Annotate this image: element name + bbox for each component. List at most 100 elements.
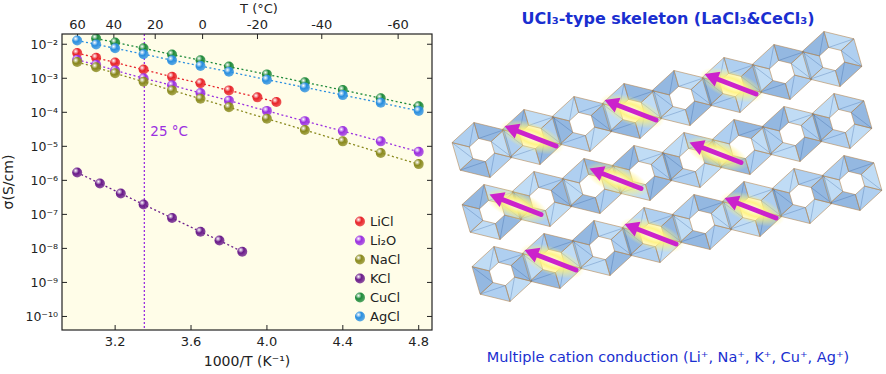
series-line (77, 40, 419, 110)
series-line (77, 173, 242, 252)
channel-glow (695, 60, 768, 110)
data-point (252, 92, 262, 102)
polyhedron (562, 159, 589, 183)
conduction-arrow (597, 172, 641, 189)
y-tick-label: 10⁻⁷ (30, 207, 58, 222)
polyhedron-edge (840, 62, 845, 86)
y-tick-right (427, 112, 432, 113)
polyhedron-edge (790, 75, 795, 99)
polyhedron-edge (841, 51, 862, 67)
conduction-arrowhead (605, 98, 621, 113)
conduction-arrowhead (490, 192, 506, 207)
y-tick-label: 10⁻² (30, 37, 58, 52)
polyhedron (552, 97, 579, 121)
polyhedron-edge (750, 150, 755, 174)
conduction-arrowhead (525, 248, 541, 263)
conduction-arrow (697, 146, 741, 163)
channel-glow (480, 181, 553, 231)
polyhedron (752, 45, 779, 69)
data-point (262, 75, 272, 85)
x-tick (418, 325, 419, 330)
channel-glow (680, 129, 753, 179)
channel-glow (595, 86, 668, 136)
polyhedron (462, 185, 489, 209)
polyhedron-edge (569, 96, 574, 120)
legend: LiClLi₂ONaClKClCuClAgCl (355, 214, 400, 324)
conduction-arrow (612, 103, 656, 120)
x2-tick (202, 34, 203, 39)
conduction-arrow (497, 198, 541, 215)
y-tick-label: 10⁻⁴ (30, 105, 58, 120)
data-point (139, 65, 149, 75)
data-point (262, 114, 272, 124)
x-axis-label: 1000/T (K⁻¹) (204, 353, 290, 369)
series-line (77, 62, 419, 164)
data-point (338, 126, 348, 136)
polyhedron-edge (769, 44, 774, 68)
polyhedron-edge (629, 145, 634, 169)
x-tick-label: 3.2 (105, 334, 126, 349)
x-tick-label: 4.8 (408, 334, 429, 349)
diagram-title: UCl₃-type skeleton (LaCl₃&CeCl₃) (522, 9, 815, 28)
polyhedron-edge (839, 155, 844, 179)
data-point (224, 67, 234, 77)
y-tick-right (427, 248, 432, 249)
polyhedron (762, 107, 789, 131)
legend-label: AgCl (370, 309, 400, 324)
polyhedron-edge (510, 277, 515, 301)
data-point (196, 78, 206, 88)
x-tick-label: 3.6 (181, 334, 202, 349)
x2-tick-label: -20 (247, 17, 268, 32)
polyhedron (472, 247, 499, 271)
polyhedron-edge (469, 122, 474, 146)
y-tick-right (427, 316, 432, 317)
polyhedron (861, 163, 882, 191)
y-tick-right (427, 214, 432, 215)
polyhedron-edge (579, 158, 584, 182)
polyhedron (672, 195, 699, 219)
plot-frame (62, 34, 432, 330)
y-tick (62, 248, 67, 249)
polyhedron (652, 71, 679, 95)
legend-marker (355, 217, 365, 227)
x-tick-label: 4.0 (257, 334, 278, 349)
polyhedron (841, 39, 862, 67)
data-point (338, 136, 348, 146)
polyhedron-edge (700, 163, 705, 187)
legend-marker (355, 236, 365, 246)
data-point (300, 125, 310, 135)
legend-label: Li₂O (370, 233, 396, 248)
conduction-arrowhead (625, 222, 641, 237)
conduction-arrowhead (705, 72, 721, 87)
x2-tick-label: 0 (198, 17, 206, 32)
x2-tick-label: 40 (106, 17, 123, 32)
polyhedron-edge (810, 199, 815, 223)
annotation: 25 °C (150, 123, 188, 139)
data-point (72, 35, 82, 45)
y-tick (62, 214, 67, 215)
polyhedron-edge (589, 220, 594, 244)
legend-marker (355, 312, 365, 322)
data-point (237, 247, 247, 257)
polyhedron-edge (529, 171, 534, 195)
polyhedron-edge (669, 70, 674, 94)
y-tick (62, 180, 67, 181)
polyhedron-edge (800, 137, 805, 161)
data-point (139, 77, 149, 87)
data-point (167, 55, 177, 65)
polyhedron-edge (851, 113, 872, 129)
data-point (139, 200, 149, 210)
y-tick-right (427, 282, 432, 283)
polyhedron-edge (690, 101, 695, 125)
y-tick (62, 44, 67, 45)
legend-label: CuCl (370, 290, 400, 305)
data-point (139, 49, 149, 59)
legend-label: LiCl (370, 214, 394, 229)
polyhedron-edge (829, 93, 834, 117)
x2-tick-label: -60 (388, 17, 409, 32)
polyhedron (851, 101, 872, 129)
conduction-arrow (512, 129, 556, 146)
conduction-arrowhead (505, 124, 521, 139)
polyhedron (452, 123, 479, 147)
x2-tick (257, 34, 258, 39)
